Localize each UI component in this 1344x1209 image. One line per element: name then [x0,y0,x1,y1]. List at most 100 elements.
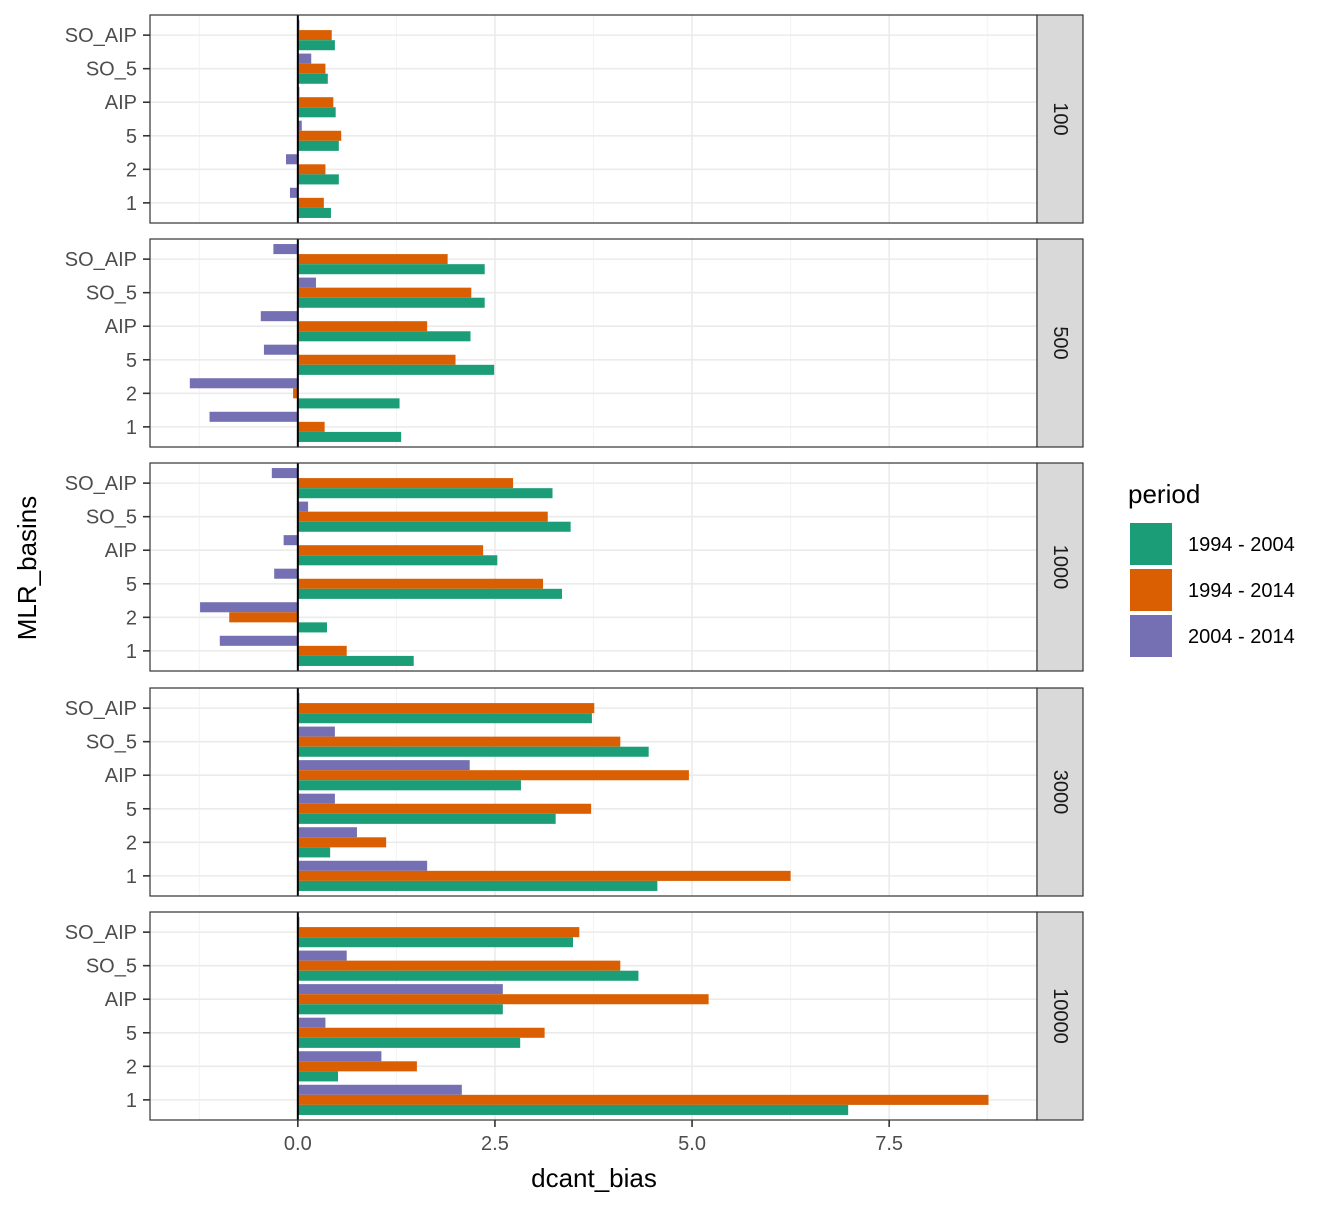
legend-key [1130,615,1172,657]
y-tick-label: SO_5 [86,507,137,529]
bar-10000-SO_5-2004-2014 [297,950,347,961]
x-tick-label: 2.5 [481,1133,509,1155]
bar-500-AIP-2004-2014 [260,311,298,322]
bar-10000-2-1994-2014 [297,1061,417,1072]
facet-panel-100: SO_AIP SO_5 AIP 5 2 1 100 [65,14,1084,224]
bar-10000-5-1994-2014 [297,1027,545,1038]
x-tick-label: 5.0 [678,1133,706,1155]
y-tick-label: AIP [105,92,137,114]
facet-strip [1036,911,1084,1121]
y-axis-title: MLR_basins [12,496,42,641]
bar-10000-1-1994-2004 [297,1104,849,1115]
bar-3000-SO_5-1994-2004 [297,746,649,757]
bar-1000-SO_AIP-1994-2014 [297,478,514,489]
y-tick-label: AIP [105,540,137,562]
legend-key [1130,569,1172,611]
bar-1000-5-2004-2014 [274,568,298,579]
facet-strip-label: 10000 [1049,988,1071,1044]
bar-100-SO_5-1994-2004 [297,73,328,84]
y-tick-label: 1 [126,641,137,663]
bar-10000-SO_AIP-1994-2014 [297,927,580,938]
bar-1000-1-1994-2004 [297,655,414,666]
bar-100-AIP-1994-2014 [297,97,334,108]
bar-1000-AIP-1994-2004 [297,555,498,566]
y-tick-label: 2 [126,607,137,629]
bar-1000-SO_5-1994-2004 [297,521,571,532]
bar-3000-SO_AIP-1994-2014 [297,703,595,714]
bar-100-5-1994-2004 [297,140,339,151]
bar-500-SO_AIP-1994-2014 [297,254,448,265]
bar-3000-2-1994-2014 [297,837,387,848]
facet-strip [1036,462,1084,672]
bar-10000-5-1994-2004 [297,1037,521,1048]
bar-500-5-2004-2014 [263,344,298,355]
bar-10000-2-1994-2004 [297,1071,339,1082]
y-tick-label: 2 [126,1056,137,1078]
bar-100-AIP-1994-2004 [297,107,336,118]
y-tick-label: 1 [126,417,137,439]
facet-panel-1000: SO_AIP SO_5 AIP 5 2 1 1000 [65,462,1084,672]
bar-3000-5-1994-2004 [297,813,556,824]
bar-500-1-2004-2014 [209,411,298,422]
bar-3000-2-2004-2014 [297,827,357,838]
bar-1000-AIP-1994-2014 [297,545,484,556]
y-tick-label: SO_5 [86,732,137,754]
y-tick-label: SO_AIP [65,698,137,720]
y-tick-label: AIP [105,765,137,787]
bar-1000-SO_AIP-1994-2004 [297,488,553,499]
bar-500-AIP-1994-2004 [297,331,471,342]
bar-1000-5-1994-2014 [297,578,544,589]
legend-label: 1994 - 2004 [1188,534,1295,556]
y-tick-label: 2 [126,159,137,181]
x-axis: 0.0 2.5 5.0 7.5 [284,1120,903,1155]
bar-10000-1-2004-2014 [297,1084,462,1095]
bar-100-2-1994-2004 [297,174,339,185]
x-tick-label: 7.5 [875,1133,903,1155]
y-tick-label: 2 [126,832,137,854]
y-tick-label: 5 [126,574,137,596]
bar-3000-AIP-1994-2014 [297,770,689,781]
bar-10000-AIP-1994-2014 [297,994,709,1005]
facet-strip [1036,687,1084,897]
bar-100-2-1994-2014 [297,164,326,175]
y-tick-label: 5 [126,1023,137,1045]
y-tick-label: 1 [126,1090,137,1112]
bar-1000-2-1994-2014 [229,612,298,623]
facet-strip-label: 500 [1049,326,1071,359]
bar-3000-5-1994-2014 [297,803,592,814]
bar-500-1-1994-2004 [297,431,402,442]
bar-500-5-1994-2004 [297,364,495,375]
y-tick-label: AIP [105,989,137,1011]
bar-1000-2-1994-2004 [297,622,328,633]
y-tick-label: SO_5 [86,59,137,81]
bar-1000-1-1994-2014 [297,645,347,656]
bar-1000-AIP-2004-2014 [283,535,298,546]
facet-strip-label: 100 [1049,102,1071,135]
bar-3000-5-2004-2014 [297,793,335,804]
bar-500-5-1994-2014 [297,354,456,365]
y-tick-label: 5 [126,350,137,372]
bar-3000-1-2004-2014 [297,860,428,871]
bar-10000-5-2004-2014 [297,1017,326,1028]
bar-100-5-2004-2014 [297,120,302,131]
bar-500-SO_AIP-1994-2004 [297,264,485,275]
x-tick-label: 0.0 [284,1133,312,1155]
bar-100-2-2004-2014 [286,154,298,165]
y-tick-label: SO_5 [86,956,137,978]
bar-3000-SO_5-2004-2014 [297,726,335,737]
bar-500-2-1994-2014 [293,388,298,399]
bar-500-SO_5-1994-2014 [297,287,472,298]
bar-100-1-1994-2014 [297,197,324,208]
bar-500-AIP-1994-2014 [297,321,428,332]
legend-key [1130,523,1172,565]
bar-1000-5-1994-2004 [297,588,562,599]
y-tick-label: 2 [126,383,137,405]
bar-500-2-1994-2004 [297,398,400,409]
y-tick-label: SO_AIP [65,922,137,944]
y-tick-label: SO_AIP [65,25,137,47]
bar-500-2-2004-2014 [189,378,298,389]
y-tick-label: AIP [105,316,137,338]
facet-strip [1036,14,1084,224]
bar-100-5-1994-2014 [297,130,342,141]
bar-3000-AIP-2004-2014 [297,760,470,771]
